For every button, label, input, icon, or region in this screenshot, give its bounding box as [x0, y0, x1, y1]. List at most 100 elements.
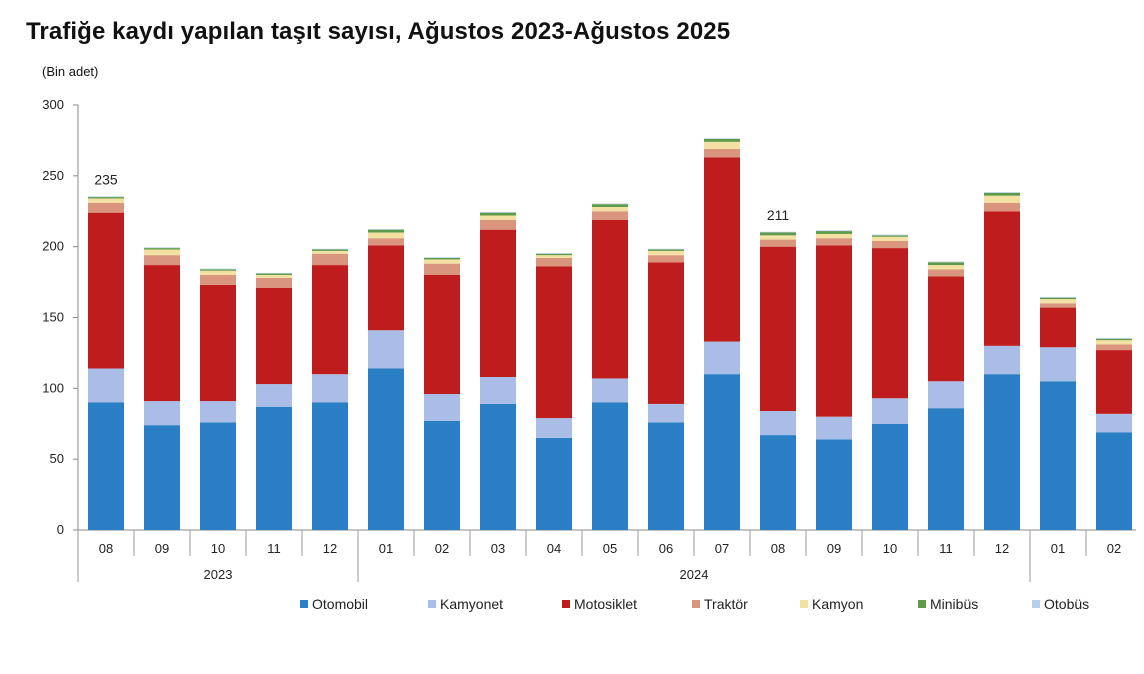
legend-item-label: Motosiklet: [574, 596, 637, 612]
bar-segment: [872, 398, 908, 424]
bar-segment: [760, 239, 796, 247]
bar-segment: [424, 394, 460, 421]
bar-segment: [760, 246, 796, 411]
bar-segment: [928, 261, 964, 263]
bar-segment: [1096, 413, 1132, 433]
bar-segment: [144, 247, 180, 249]
bar-segment: [424, 259, 460, 264]
x-tick-label: 10: [211, 541, 225, 556]
bar-segment: [256, 287, 292, 385]
chart-data-labels: 235 211: [94, 171, 789, 222]
legend-swatch: [300, 600, 308, 608]
bar-segment: [1040, 296, 1076, 298]
bar-segment: [88, 196, 124, 198]
bar-segment: [760, 231, 796, 233]
bar-segment: [256, 273, 292, 275]
bar-segment: [368, 229, 404, 233]
bar-segment: [1040, 299, 1076, 304]
bar-segment: [816, 416, 852, 440]
bar-segment: [816, 245, 852, 417]
chart-bars: [88, 138, 1132, 530]
bar-segment: [312, 250, 348, 254]
bar-segment: [368, 368, 404, 530]
legend-swatch: [428, 600, 436, 608]
bar-segment: [984, 211, 1020, 346]
bar-segment: [928, 262, 964, 266]
bar-segment: [424, 257, 460, 258]
bar-segment: [928, 269, 964, 277]
bar-segment: [648, 262, 684, 404]
chart-axes: 0 50 100 150 200 250 300 08 09 10 11 12 01 02 03 04 05 06…: [42, 97, 1136, 582]
bar-segment: [984, 192, 1020, 196]
legend-item-label: Minibüs: [930, 596, 978, 612]
bar-segment: [424, 275, 460, 394]
x-tick-label: 05: [603, 541, 617, 556]
y-tick-label: 0: [57, 522, 64, 537]
bar-segment: [648, 248, 684, 250]
bar-segment: [648, 255, 684, 263]
data-label: 235: [94, 171, 118, 187]
bar-segment: [312, 265, 348, 375]
x-tick-label: 07: [715, 541, 729, 556]
bar-segment: [312, 248, 348, 250]
bar-segment: [200, 269, 236, 271]
bar-segment: [1040, 303, 1076, 308]
bar-segment: [144, 265, 180, 402]
bar-segment: [1096, 338, 1132, 341]
bar-segment: [928, 381, 964, 409]
bar-segment: [1096, 350, 1132, 414]
bar-segment: [704, 148, 740, 158]
bar-segment: [536, 255, 572, 258]
bar-segment: [480, 403, 516, 530]
bar-segment: [256, 275, 292, 278]
bar-segment: [312, 253, 348, 266]
bar-segment: [536, 253, 572, 256]
bar-segment: [872, 241, 908, 249]
legend-item-label: Otomobil: [312, 596, 368, 612]
bar-segment: [1040, 381, 1076, 530]
bar-segment: [816, 230, 852, 232]
bar-segment: [760, 411, 796, 436]
chart-legend: Otomobil Kamyonet Motosiklet Traktör Kamyon M…: [300, 596, 1089, 612]
legend-swatch: [692, 600, 700, 608]
bar-segment: [872, 236, 908, 241]
bar-segment: [88, 198, 124, 203]
bar-segment: [368, 245, 404, 331]
bar-segment: [1096, 338, 1132, 339]
bar-segment: [760, 435, 796, 530]
bar-segment: [536, 253, 572, 254]
bar-segment: [480, 212, 516, 216]
legend-swatch: [562, 600, 570, 608]
bar-segment: [872, 423, 908, 530]
bar-segment: [704, 341, 740, 375]
bar-segment: [1040, 307, 1076, 348]
bar-segment: [816, 231, 852, 234]
bar-segment: [144, 425, 180, 530]
bar-segment: [592, 402, 628, 530]
bar-segment: [88, 368, 124, 403]
bar-segment: [984, 374, 1020, 530]
bar-segment: [984, 202, 1020, 212]
x-tick-label: 02: [1107, 541, 1121, 556]
bar-segment: [424, 258, 460, 260]
bar-segment: [424, 263, 460, 275]
bar-segment: [816, 238, 852, 246]
bar-segment: [368, 238, 404, 246]
bar-segment: [256, 272, 292, 274]
bar-segment: [88, 197, 124, 199]
bar-segment: [592, 378, 628, 403]
bar-segment: [928, 276, 964, 382]
bar-segment: [704, 374, 740, 530]
bar-segment: [592, 211, 628, 220]
x-tick-label: 12: [323, 541, 337, 556]
bar-segment: [256, 406, 292, 530]
bar-segment: [704, 139, 740, 142]
x-tick-label: 10: [883, 541, 897, 556]
bar-segment: [88, 202, 124, 213]
bar-segment: [984, 195, 1020, 203]
x-tick-label: 09: [155, 541, 169, 556]
bar-segment: [816, 439, 852, 530]
bar-segment: [872, 235, 908, 237]
bar-segment: [200, 270, 236, 275]
bar-segment: [480, 211, 516, 213]
